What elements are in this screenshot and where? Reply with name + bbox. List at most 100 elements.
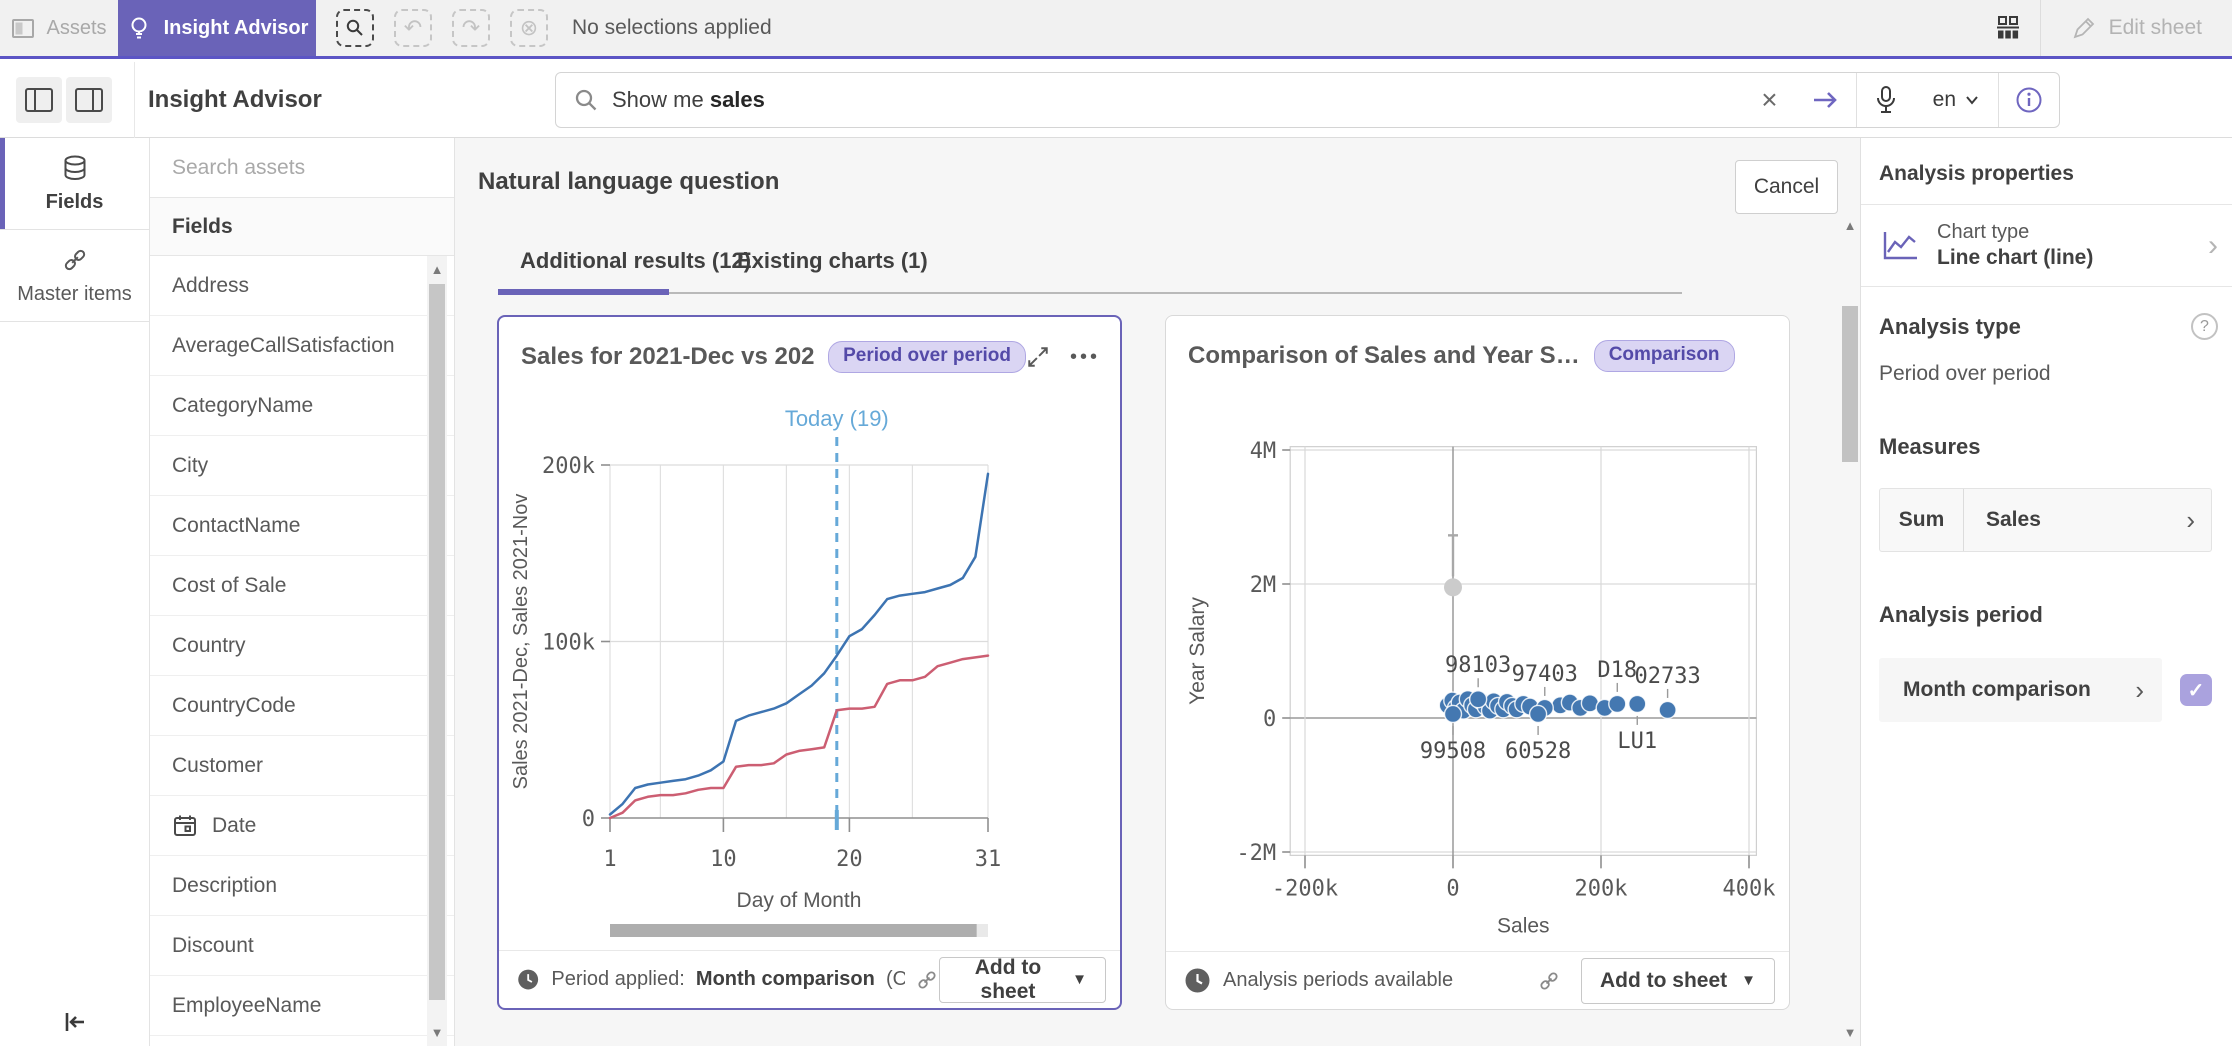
rail-item-master-items[interactable]: Master items [0, 230, 149, 322]
expand-icon[interactable] [1026, 345, 1050, 369]
field-label: ContactName [172, 513, 301, 537]
scatter-point-02733[interactable] [1658, 700, 1677, 720]
y-tick-label: 0 [1263, 707, 1276, 732]
x-tick-label: 1 [603, 847, 616, 872]
field-item-date[interactable]: Date [150, 796, 454, 856]
chevron-right-icon: › [2135, 674, 2144, 705]
redo-selection-button[interactable]: ↷ [452, 9, 490, 47]
add-to-sheet-label: Add to sheet [974, 955, 1042, 1003]
edit-sheet-button[interactable]: Edit sheet [2040, 0, 2232, 56]
field-item-city[interactable]: City [150, 436, 454, 496]
field-item-customer[interactable]: Customer [150, 736, 454, 796]
undo-selection-button[interactable]: ↶ [394, 9, 432, 47]
result-card-comparison[interactable]: Comparison of Sales and Year S… Comparis… [1165, 315, 1790, 1010]
assets-panel: Fields Address AverageCallSatisfaction Cat… [150, 138, 455, 1046]
field-item-employeename[interactable]: EmployeeName [150, 976, 454, 1036]
scatter-point-99508[interactable] [1443, 704, 1463, 724]
analysis-period-section: Analysis period [1861, 552, 2232, 628]
scatter-point-60528[interactable] [1528, 704, 1548, 724]
search-input[interactable]: Show me sales [612, 87, 1745, 113]
measure-field: Sales [1986, 508, 2041, 531]
field-item-cost-of-sale[interactable]: Cost of Sale [150, 556, 454, 616]
assets-scrollbar-thumb[interactable] [429, 284, 445, 1000]
field-label: Discount [172, 933, 254, 957]
toggle-right-panel-button[interactable] [66, 77, 112, 123]
tab-insight-advisor[interactable]: Insight Advisor [118, 0, 316, 56]
analysis-period-row[interactable]: Month comparison › [1879, 658, 2162, 722]
field-item-address[interactable]: Address [150, 256, 454, 316]
field-item-description[interactable]: Description [150, 856, 454, 916]
field-item-countrycode[interactable]: CountryCode [150, 676, 454, 736]
clear-selections-button[interactable]: ⊗ [510, 9, 548, 47]
main-content: Natural language question Cancel Additio… [455, 138, 1860, 1046]
chart-type-row[interactable]: Chart type Line chart (line) › [1861, 205, 2232, 287]
today-annotation: Today (19) [785, 406, 889, 431]
assets-panel-icon [11, 18, 35, 39]
toggle-left-panel-button[interactable] [16, 77, 62, 123]
link-icon[interactable] [1537, 969, 1561, 993]
left-panel-icon [25, 88, 53, 112]
main-scrollbar-thumb[interactable] [1842, 306, 1858, 462]
field-item-categoryname[interactable]: CategoryName [150, 376, 454, 436]
scatter-point-lu1[interactable] [1628, 694, 1647, 714]
x-tick-label: -200k [1272, 876, 1338, 901]
scatter-point-d18[interactable] [1608, 694, 1627, 714]
field-label: Date [212, 813, 257, 837]
sheet-list-button[interactable] [1976, 0, 2040, 56]
calendar-icon [174, 815, 196, 836]
x-axis-title: Day of Month [737, 889, 862, 912]
help-icon[interactable]: ? [2191, 313, 2218, 340]
measure-aggregation[interactable]: Sum [1880, 489, 1964, 551]
field-item-discount[interactable]: Discount [150, 916, 454, 976]
scatter-point-98103[interactable] [1468, 690, 1488, 709]
collapse-panel-button[interactable] [0, 1008, 149, 1036]
tab-existing-charts-label: Existing charts (1) [737, 248, 928, 273]
chevron-right-icon: › [2208, 228, 2218, 262]
measure-row-sales[interactable]: Sum Sales › [1879, 488, 2212, 552]
search-assets-input[interactable] [150, 138, 454, 198]
x-tick-label: 20 [836, 847, 863, 872]
tab-additional-results-label: Additional results (12) [520, 248, 752, 273]
assets-scrollbar[interactable]: ▲ ▼ [427, 256, 447, 1046]
scatter-chart: -2M 0 2M 4M -200k 0 200k 400k 98103 97403 99508 605… [1186, 439, 1776, 937]
search-selections-button[interactable] [336, 9, 374, 47]
field-item-country[interactable]: Country [150, 616, 454, 676]
main-scrollbar[interactable]: ▲ ▼ [1840, 218, 1860, 1040]
y-tick-label: -2M [1236, 841, 1276, 866]
add-to-sheet-button[interactable]: Add to sheet ▼ [938, 955, 1106, 1003]
field-label: Country [172, 633, 246, 657]
analysis-period-checkbox[interactable]: ✓ [2180, 674, 2212, 706]
clear-search-button[interactable]: × [1745, 73, 1793, 127]
scroll-up-icon[interactable]: ▲ [1843, 218, 1857, 233]
cancel-button[interactable]: Cancel [1735, 160, 1838, 214]
scatter-point-outlier[interactable] [1444, 578, 1462, 597]
search-info-button[interactable] [1999, 73, 2059, 127]
nlq-title: Natural language question [478, 168, 780, 195]
x-tick-label: 400k [1723, 876, 1776, 901]
tab-existing-charts[interactable]: Existing charts (1) [737, 248, 928, 274]
scroll-up-icon[interactable]: ▲ [430, 262, 444, 277]
language-dropdown[interactable]: en [1915, 88, 1998, 112]
result-card-period-over-period[interactable]: Sales for 2021-Dec vs 2021… Period over … [497, 315, 1122, 1010]
tab-assets[interactable]: Assets [0, 0, 118, 56]
more-options-icon[interactable]: ••• [1069, 345, 1100, 368]
tab-insight-label: Insight Advisor [163, 16, 309, 39]
language-value: en [1932, 88, 1956, 111]
y-axis-title: Year Salary [1186, 597, 1209, 705]
link-icon[interactable] [915, 968, 939, 992]
submit-search-button[interactable] [1794, 73, 1856, 127]
tab-additional-results[interactable]: Additional results (12) [520, 248, 751, 274]
scroll-down-icon[interactable]: ▼ [430, 1025, 444, 1040]
voice-search-button[interactable] [1857, 73, 1915, 127]
tab-assets-label: Assets [46, 16, 107, 39]
search-icon [346, 19, 363, 36]
chart-horizontal-scrollbar[interactable] [610, 924, 977, 937]
field-label: EmployeeName [172, 993, 322, 1017]
field-item-averagecallsatisfaction[interactable]: AverageCallSatisfaction [150, 316, 454, 376]
rail-item-fields[interactable]: Fields [0, 138, 149, 230]
field-item-contactname[interactable]: ContactName [150, 496, 454, 556]
x-tick-label: 10 [710, 847, 737, 872]
card2-header: Comparison of Sales and Year S… Comparis… [1166, 316, 1789, 378]
add-to-sheet-button[interactable]: Add to sheet ▼ [1580, 957, 1775, 1004]
scroll-down-icon[interactable]: ▼ [1843, 1025, 1857, 1040]
